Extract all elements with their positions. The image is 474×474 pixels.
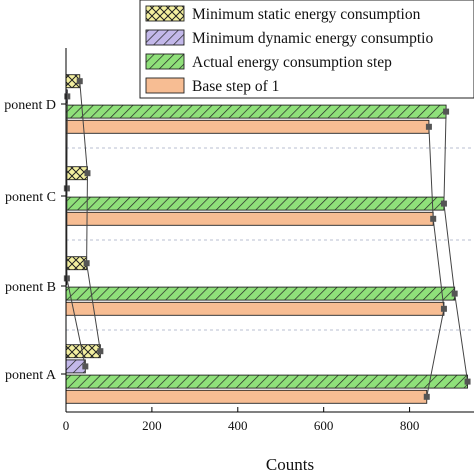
bar-base-step-of-1 xyxy=(65,119,430,134)
x-ticks: 0 200 400 600 800 xyxy=(63,407,420,433)
legend-swatch-hatch xyxy=(146,54,184,69)
bar-base-step-of-1 xyxy=(65,301,445,316)
legend-box xyxy=(139,0,474,99)
y-tick-label: ponent C xyxy=(5,190,56,205)
connector-minimum-dynamic-energy-consumption xyxy=(66,96,86,367)
bar-hatch-minimum-static-energy-consumption xyxy=(66,74,80,88)
marker-base-step-of-1 xyxy=(423,393,430,400)
legend-label: Minimum static energy consumption xyxy=(192,6,421,23)
category-gridlines xyxy=(66,147,474,331)
x-tick-label: 800 xyxy=(400,418,420,433)
marker-minimum-static-energy-consumption xyxy=(84,170,91,177)
marker-base-step-of-1 xyxy=(440,305,447,312)
marker-base-step-of-1 xyxy=(430,215,437,222)
y-tick-label: ponent D xyxy=(4,98,56,113)
y-tick-label: ponent B xyxy=(5,280,56,295)
x-tick-label: 400 xyxy=(228,418,248,433)
marker-actual-energy-consumption-step xyxy=(440,200,447,207)
marker-actual-energy-consumption-step xyxy=(451,290,458,297)
marker-actual-energy-consumption-step xyxy=(464,378,471,385)
marker-minimum-static-energy-consumption xyxy=(97,348,104,355)
bar-hatch-actual-energy-consumption-step xyxy=(66,375,468,389)
bar-hatch-actual-energy-consumption-step xyxy=(66,105,447,119)
bar-base-step-of-1 xyxy=(65,211,434,226)
marker-actual-energy-consumption-step xyxy=(443,108,450,115)
bar-hatch-minimum-static-energy-consumption xyxy=(66,344,101,358)
x-tick-label: 200 xyxy=(142,418,162,433)
x-tick-label: 0 xyxy=(63,418,70,433)
marker-minimum-dynamic-energy-consumption xyxy=(63,275,70,282)
axes xyxy=(65,48,474,413)
bar-base-step-of-1 xyxy=(65,389,428,404)
legend-label: Minimum dynamic energy consumptio xyxy=(192,30,433,47)
x-axis-title: Counts xyxy=(266,455,314,474)
connector-minimum-static-energy-consumption xyxy=(79,81,101,352)
marker-base-step-of-1 xyxy=(425,123,432,130)
bar-hatch-minimum-static-energy-consumption xyxy=(66,166,88,180)
marker-minimum-dynamic-energy-consumption xyxy=(82,363,89,370)
bar-hatch-minimum-dynamic-energy-consumption xyxy=(66,359,86,373)
connector-base-step-of-1 xyxy=(426,126,445,397)
legend-swatch-hatch xyxy=(146,30,184,45)
connector-actual-energy-consumption-step xyxy=(443,111,469,382)
marker-minimum-dynamic-energy-consumption xyxy=(64,93,71,100)
marker-minimum-static-energy-consumption xyxy=(83,260,90,267)
x-tick-label: 600 xyxy=(314,418,334,433)
legend-label: Actual energy consumption step xyxy=(192,54,392,71)
marker-minimum-dynamic-energy-consumption xyxy=(63,185,70,192)
connector-lines xyxy=(63,78,471,400)
bar-group xyxy=(65,74,469,404)
bar-hatch-minimum-static-energy-consumption xyxy=(66,256,87,270)
legend-swatch xyxy=(145,77,185,94)
y-tick-labels: ponent A ponent B ponent C ponent D xyxy=(4,98,66,383)
marker-minimum-static-energy-consumption xyxy=(76,78,83,85)
bar-hatch-actual-energy-consumption-step xyxy=(66,197,444,211)
legend-swatch-hatch xyxy=(146,6,184,21)
legend-label: Base step of 1 xyxy=(192,78,279,95)
y-tick-label: ponent A xyxy=(5,368,57,383)
legend: Minimum static energy consumption Minimum… xyxy=(139,0,474,99)
bar-hatch-actual-energy-consumption-step xyxy=(66,287,455,301)
